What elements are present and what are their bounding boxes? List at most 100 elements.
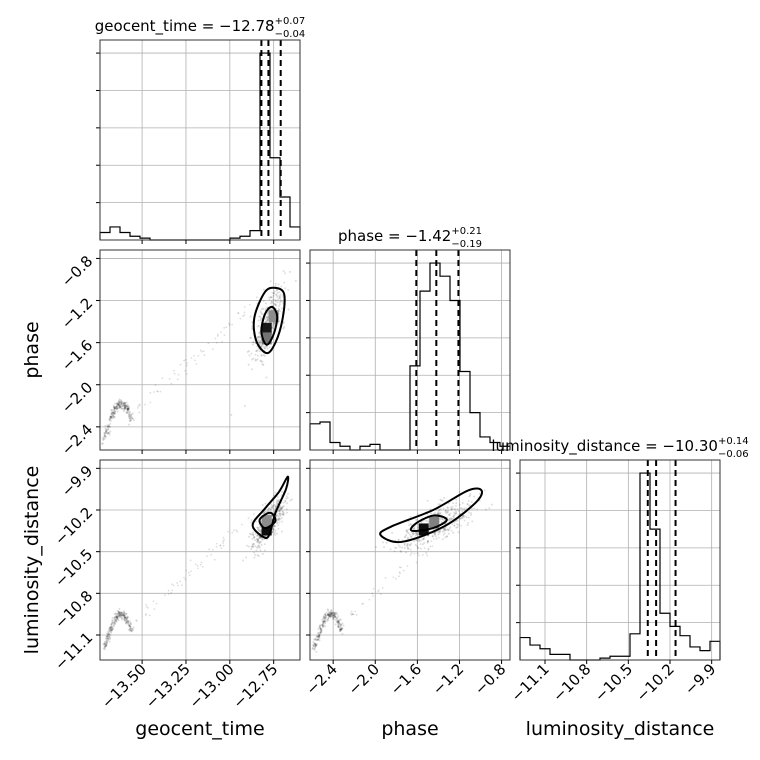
sample-point xyxy=(458,518,461,521)
sample-point xyxy=(115,408,118,411)
sample-point xyxy=(127,423,130,426)
sample-point xyxy=(257,539,260,542)
sample-point xyxy=(257,544,260,547)
sample-point xyxy=(110,622,113,625)
title-plus: +0.14 xyxy=(718,436,749,447)
sample-point xyxy=(130,630,133,633)
sample-point xyxy=(470,512,473,515)
sample-point xyxy=(113,415,116,418)
sample-point xyxy=(108,626,111,629)
sample-point xyxy=(368,598,371,601)
sample-point xyxy=(282,327,285,330)
sample-point xyxy=(271,505,274,508)
sample-point xyxy=(258,529,261,532)
sample-point xyxy=(109,415,112,418)
sample-point xyxy=(350,610,353,613)
sample-point xyxy=(123,615,126,618)
sample-point xyxy=(446,511,449,514)
sample-point xyxy=(121,611,124,614)
sample-point xyxy=(107,628,110,631)
sample-point xyxy=(411,533,414,536)
y-axis-label-phase: phase xyxy=(21,321,43,378)
sample-point xyxy=(145,603,148,606)
sample-point xyxy=(461,510,464,513)
x-tick-label: −10.2 xyxy=(633,660,678,705)
sample-point xyxy=(274,505,277,508)
sample-point xyxy=(453,514,456,517)
sample-point xyxy=(281,505,284,508)
sample-point xyxy=(446,510,449,513)
sample-point xyxy=(116,618,119,621)
sample-point xyxy=(452,516,455,519)
sample-point xyxy=(415,533,418,536)
sample-point xyxy=(125,620,128,623)
sample-point xyxy=(125,618,128,621)
sample-point xyxy=(123,402,126,405)
sample-point xyxy=(483,489,486,492)
sample-point xyxy=(107,634,110,637)
sample-point xyxy=(455,523,458,526)
sample-point xyxy=(118,401,121,404)
sample-point xyxy=(450,508,453,511)
sample-point xyxy=(405,551,408,554)
sample-point xyxy=(114,410,117,413)
sample-point xyxy=(415,531,418,534)
sample-point xyxy=(328,614,331,617)
sample-point xyxy=(128,419,131,422)
sample-point xyxy=(276,289,279,292)
sample-point xyxy=(397,544,400,547)
sample-point xyxy=(257,319,260,322)
sample-point xyxy=(252,533,255,536)
sample-point xyxy=(272,504,275,507)
sample-point xyxy=(216,333,219,336)
sample-point xyxy=(443,518,446,521)
panel-frame xyxy=(99,39,301,241)
sample-point xyxy=(273,322,276,325)
sample-point xyxy=(319,624,322,627)
sample-point xyxy=(113,622,116,625)
sample-point xyxy=(469,514,472,517)
sample-point xyxy=(262,512,265,515)
sample-point xyxy=(128,413,131,416)
sample-point xyxy=(449,506,452,509)
sample-point xyxy=(442,507,445,510)
sample-point xyxy=(128,414,131,417)
sample-point xyxy=(223,326,226,329)
sample-point xyxy=(118,612,121,615)
sample-point xyxy=(447,528,449,531)
sample-point xyxy=(124,404,127,407)
sample-point xyxy=(126,620,129,623)
sample-point xyxy=(446,506,449,509)
sample-point xyxy=(314,643,317,646)
sample-point xyxy=(127,619,130,622)
sample-point xyxy=(323,613,326,616)
sample-point xyxy=(275,505,278,508)
sample-point xyxy=(260,344,263,347)
sample-point xyxy=(105,640,108,643)
sample-point xyxy=(120,401,123,404)
sample-point xyxy=(148,614,151,617)
sample-point xyxy=(130,627,133,630)
sample-point xyxy=(123,618,126,621)
sample-point xyxy=(328,615,331,618)
sample-point xyxy=(116,410,119,413)
sample-point xyxy=(126,618,129,621)
sample-point xyxy=(330,614,333,617)
sample-point xyxy=(446,535,449,538)
sample-point xyxy=(439,512,442,515)
sample-point xyxy=(405,534,408,537)
sample-point xyxy=(104,640,107,643)
sample-point xyxy=(114,618,117,621)
sample-point xyxy=(108,637,111,640)
sample-point xyxy=(126,411,129,414)
sample-point xyxy=(252,536,255,539)
sample-point xyxy=(114,405,117,408)
sample-point xyxy=(278,512,281,515)
sample-point xyxy=(128,410,131,413)
sample-point xyxy=(164,594,166,596)
sample-point xyxy=(228,324,231,326)
sample-point xyxy=(333,613,336,616)
sample-point xyxy=(114,407,117,410)
sample-point xyxy=(103,435,106,438)
sample-point xyxy=(273,323,276,326)
